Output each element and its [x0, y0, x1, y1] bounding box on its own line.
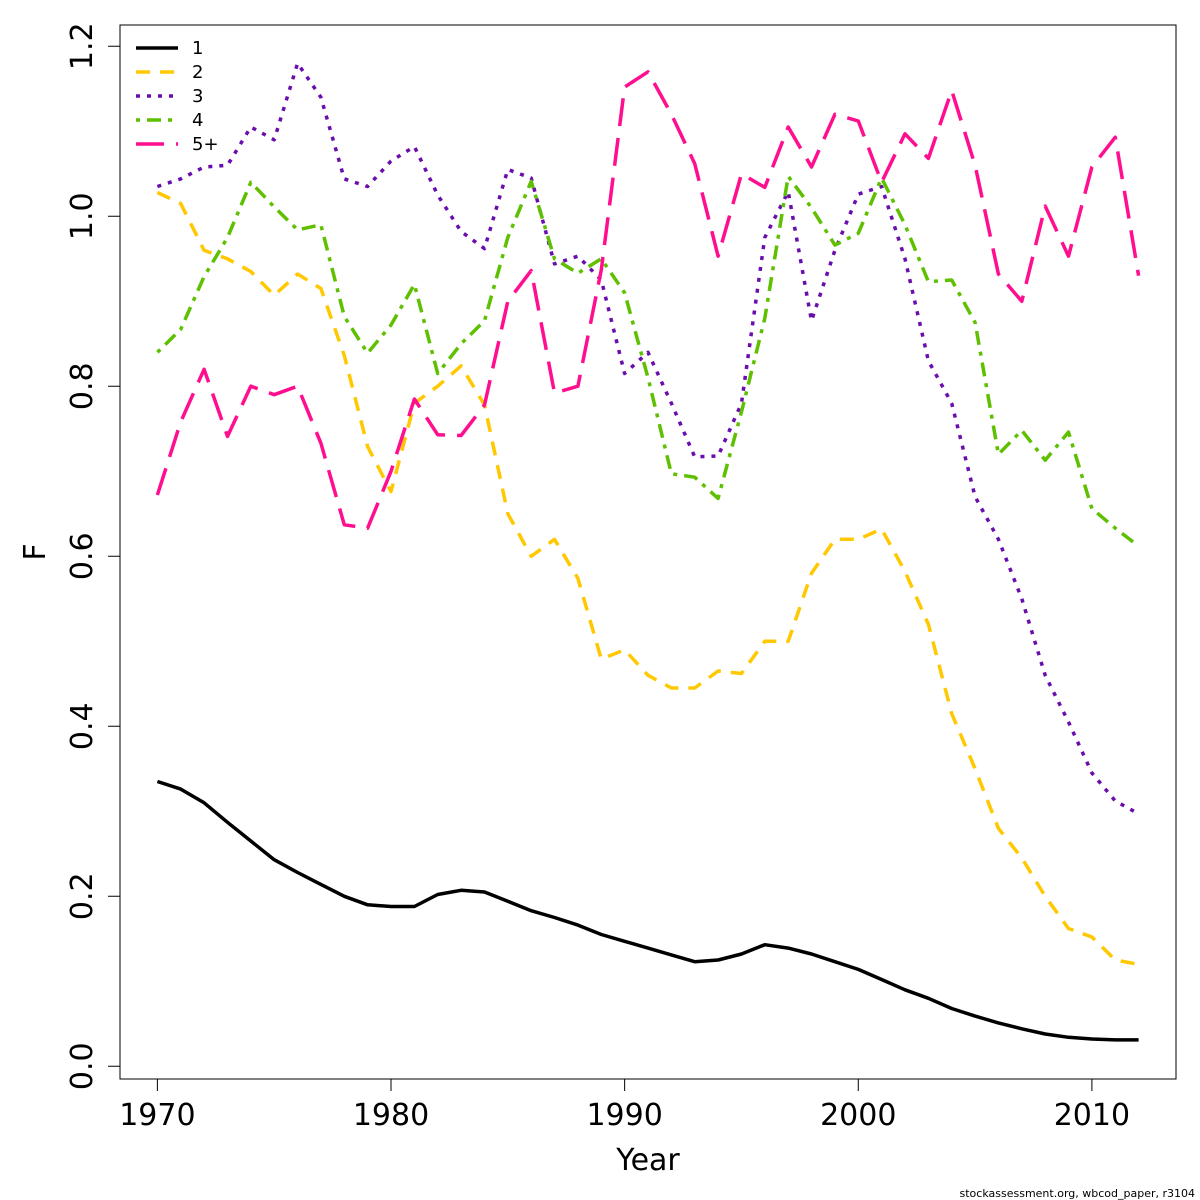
y-tick-label: 1.2 — [65, 22, 100, 70]
y-tick-label: 0.6 — [65, 532, 100, 580]
y-axis: 0.0 0.2 0.4 0.6 0.8 1.0 1.2 — [65, 22, 121, 1090]
y-tick-label: 0.2 — [65, 872, 100, 920]
series-line-5plus — [155, 70, 1141, 530]
series-line-3 — [156, 61, 1140, 816]
legend: 1 2 3 4 5+ — [136, 38, 219, 155]
x-tick-label: 2000 — [820, 1098, 896, 1133]
series-line-2 — [156, 190, 1139, 967]
x-tick-label: 1990 — [586, 1098, 662, 1133]
x-tick-label: 1980 — [353, 1098, 429, 1133]
y-tick-label: 0.0 — [65, 1042, 100, 1090]
legend-label: 3 — [192, 86, 203, 107]
y-tick-label: 1.0 — [65, 192, 100, 240]
y-axis-title: F — [18, 543, 53, 560]
y-tick-label: 0.4 — [65, 702, 100, 750]
legend-label: 2 — [192, 62, 203, 83]
legend-label: 1 — [192, 38, 203, 59]
x-tick-label: 1970 — [119, 1098, 195, 1133]
series-layer — [155, 61, 1141, 1042]
series-line-4 — [156, 174, 1140, 548]
x-axis-title: Year — [615, 1143, 680, 1178]
x-axis: 1970 1980 1990 2000 2010 — [119, 1078, 1130, 1133]
legend-label: 4 — [192, 110, 203, 131]
legend-label: 5+ — [192, 134, 219, 155]
series-line-1 — [156, 779, 1139, 1042]
x-tick-label: 2010 — [1054, 1098, 1130, 1133]
y-tick-label: 0.8 — [65, 362, 100, 410]
credit-text: stockassessment.org, wbcod_paper, r3104 — [960, 1187, 1195, 1200]
plot-frame — [119, 24, 1177, 1080]
